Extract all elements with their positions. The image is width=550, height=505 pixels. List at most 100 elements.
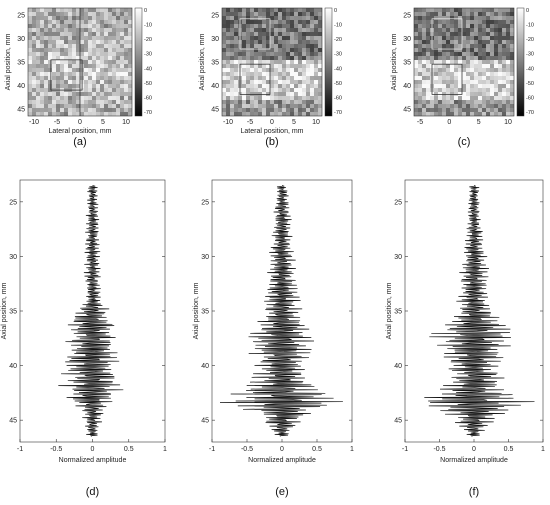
y-tick-label: 25 bbox=[394, 199, 402, 206]
x-tick-label: 1 bbox=[163, 446, 167, 453]
y-tick-label: 25 bbox=[9, 199, 17, 206]
image-frame bbox=[413, 7, 515, 117]
x-tick-label: 0.5 bbox=[124, 446, 134, 453]
y-tick-label: 35 bbox=[17, 60, 25, 67]
x-tick-label: -1 bbox=[17, 446, 23, 453]
y-tick-label: 30 bbox=[403, 36, 411, 43]
x-tick-label: -5 bbox=[54, 119, 60, 126]
colorbar-tick-label: -20 bbox=[334, 37, 342, 43]
y-tick-label: 35 bbox=[394, 309, 402, 316]
x-tick-label: -5 bbox=[417, 119, 423, 126]
y-tick-label: 35 bbox=[211, 60, 219, 67]
colorbar-tick-label: -30 bbox=[526, 52, 534, 58]
rf-signal-line bbox=[58, 185, 124, 437]
x-tick-label: 1 bbox=[350, 446, 354, 453]
y-tick-label: 35 bbox=[403, 60, 411, 67]
y-tick-label: 30 bbox=[211, 36, 219, 43]
colorbar-tick-label: -70 bbox=[334, 110, 342, 116]
roi-box-upper bbox=[239, 18, 271, 50]
roi-box-upper bbox=[431, 18, 463, 50]
colorbar-tick-label: -60 bbox=[334, 95, 342, 101]
y-tick-label: 25 bbox=[17, 13, 25, 20]
colorbar-tick-label: -10 bbox=[144, 23, 152, 29]
image-frame bbox=[221, 7, 323, 117]
roi-box bbox=[50, 59, 83, 91]
x-tick-label: 5 bbox=[292, 119, 296, 126]
x-tick-label: -10 bbox=[223, 119, 233, 126]
roi-box-lower bbox=[431, 63, 463, 95]
y-tick-label: 45 bbox=[201, 418, 209, 425]
ultrasound-panel-1: 25 30 35 40 45 -10 -5 0 5 10 Axial position, mm Lat… bbox=[199, 7, 342, 148]
x-tick-label: 0 bbox=[280, 446, 284, 453]
rf-signal-line bbox=[424, 185, 535, 437]
x-axis-label: Normalized amplitude bbox=[440, 457, 508, 464]
rf-plot-panel-0: 25 30 35 40 45 -1 -0.5 0 0.5 1 Axial position, mm N… bbox=[1, 179, 167, 498]
x-tick-label: 0.5 bbox=[312, 446, 322, 453]
colorbar-tick-label: 0 bbox=[334, 8, 337, 14]
colorbar-tick-label: -30 bbox=[144, 52, 152, 58]
x-tick-label: 0 bbox=[270, 119, 274, 126]
x-tick-label: -1 bbox=[209, 446, 215, 453]
y-axis-label: Axial position, mm bbox=[391, 33, 398, 90]
y-tick-label: 35 bbox=[201, 309, 209, 316]
colorbar bbox=[134, 7, 143, 117]
rf-signal-line bbox=[219, 185, 343, 437]
colorbar-tick-label: -40 bbox=[144, 66, 152, 72]
y-tick-label: 40 bbox=[201, 363, 209, 370]
colorbar-tick-label: -60 bbox=[144, 95, 152, 101]
x-tick-label: 0 bbox=[91, 446, 95, 453]
y-axis-label: Axial position, mm bbox=[1, 282, 8, 339]
x-tick-label: -1 bbox=[402, 446, 408, 453]
y-tick-label: 30 bbox=[9, 254, 17, 261]
panel-label: (a) bbox=[73, 136, 86, 148]
colorbar-tick-label: -50 bbox=[144, 81, 152, 87]
y-tick-label: 35 bbox=[9, 309, 17, 316]
colorbar-tick-label: -60 bbox=[526, 95, 534, 101]
colorbar-tick-label: -10 bbox=[334, 23, 342, 29]
x-axis-label: Lateral position, mm bbox=[240, 128, 303, 135]
y-tick-label: 45 bbox=[403, 107, 411, 114]
y-tick-label: 45 bbox=[17, 107, 25, 114]
x-tick-label: -0.5 bbox=[433, 446, 445, 453]
panel-label: (b) bbox=[265, 136, 278, 148]
colorbar-tick-label: -40 bbox=[334, 66, 342, 72]
y-tick-label: 40 bbox=[17, 83, 25, 90]
colorbar bbox=[324, 7, 333, 117]
colorbar-tick-label: -30 bbox=[334, 52, 342, 58]
ultrasound-image bbox=[222, 8, 322, 116]
ultrasound-image bbox=[414, 8, 514, 116]
x-tick-label: 10 bbox=[504, 119, 512, 126]
x-axis-label: Lateral position, mm bbox=[48, 128, 111, 135]
x-tick-label: -0.5 bbox=[50, 446, 62, 453]
x-tick-label: 10 bbox=[312, 119, 320, 126]
colorbar-tick-label: -40 bbox=[526, 66, 534, 72]
x-tick-label: 0 bbox=[472, 446, 476, 453]
y-axis-label: Axial position, mm bbox=[199, 33, 206, 90]
y-tick-label: 40 bbox=[403, 83, 411, 90]
roi-box-lower bbox=[239, 63, 271, 95]
y-tick-label: 30 bbox=[201, 254, 209, 261]
y-tick-label: 45 bbox=[394, 418, 402, 425]
y-tick-label: 25 bbox=[211, 13, 219, 20]
y-tick-label: 45 bbox=[9, 418, 17, 425]
panel-label: (e) bbox=[275, 486, 288, 498]
x-tick-label: -10 bbox=[29, 119, 39, 126]
colorbar-tick-label: -70 bbox=[144, 110, 152, 116]
x-axis-label: Normalized amplitude bbox=[248, 457, 316, 464]
x-tick-label: 0 bbox=[447, 119, 451, 126]
y-tick-label: 40 bbox=[211, 83, 219, 90]
y-tick-label: 40 bbox=[9, 363, 17, 370]
y-tick-label: 30 bbox=[394, 254, 402, 261]
y-tick-label: 45 bbox=[211, 107, 219, 114]
colorbar-tick-label: -20 bbox=[526, 37, 534, 43]
y-tick-label: 25 bbox=[403, 13, 411, 20]
panel-label: (d) bbox=[86, 486, 99, 498]
panel-label: (f) bbox=[469, 486, 479, 498]
x-tick-label: 1 bbox=[541, 446, 545, 453]
x-tick-label: -5 bbox=[247, 119, 253, 126]
x-tick-label: 0.5 bbox=[504, 446, 514, 453]
x-tick-label: -0.5 bbox=[241, 446, 253, 453]
colorbar-tick-label: -70 bbox=[526, 110, 534, 116]
